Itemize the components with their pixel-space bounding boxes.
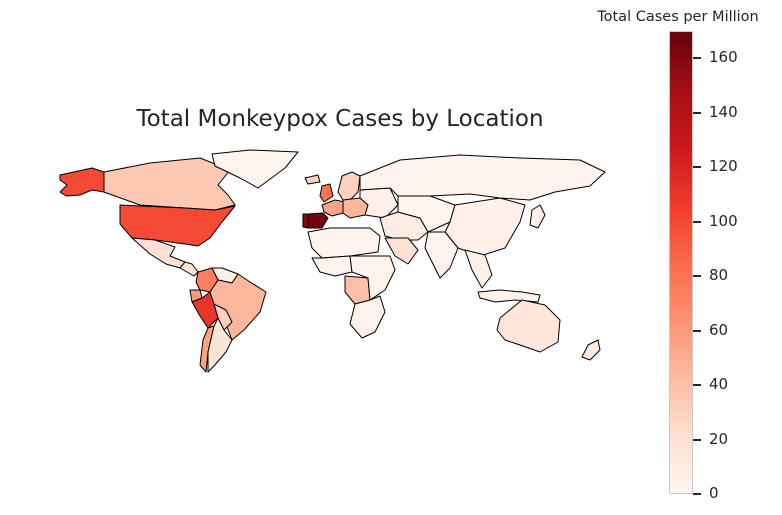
region-bolivia[interactable] (213, 303, 233, 331)
region-iceland[interactable] (304, 174, 321, 185)
colorbar-tick (693, 220, 701, 223)
region-north-africa[interactable] (307, 227, 381, 259)
region-canada[interactable] (103, 157, 236, 211)
colorbar-tick-label: 80 (709, 266, 729, 285)
region-west-africa[interactable] (311, 255, 353, 277)
region-india[interactable] (424, 231, 459, 279)
colorbar-tick-label: 140 (709, 102, 738, 121)
region-spain[interactable] (307, 212, 329, 229)
region-southern-africa[interactable] (349, 295, 386, 339)
map-title: Total Monkeypox Cases by Location (136, 106, 544, 132)
region-portugal[interactable] (302, 213, 309, 229)
region-france-benelux[interactable] (321, 199, 346, 217)
colorbar (669, 31, 693, 494)
region-alaska[interactable] (59, 167, 105, 197)
colorbar-tick-label: 40 (709, 375, 729, 394)
colorbar-tick-label: 60 (709, 320, 729, 339)
colorbar-tick-label: 120 (709, 157, 738, 176)
colorbar-tick (693, 275, 701, 278)
colorbar-tick (693, 111, 701, 114)
colorbar-tick (693, 438, 701, 441)
colorbar-tick (693, 166, 701, 169)
region-argentina[interactable] (207, 317, 233, 373)
region-usa[interactable] (119, 204, 236, 247)
region-australia[interactable] (496, 299, 561, 353)
region-uk[interactable] (319, 183, 334, 203)
colorbar-tick (693, 57, 701, 60)
region-indonesia[interactable] (477, 289, 541, 303)
colorbar-tick-label: 100 (709, 211, 738, 230)
region-china[interactable] (444, 197, 526, 257)
colorbar-title: Total Cases per Million (597, 9, 759, 25)
region-eastern-europe[interactable] (359, 187, 399, 219)
region-saudi-arabia[interactable] (384, 237, 419, 265)
region-southeast-asia[interactable] (464, 249, 493, 289)
region-greenland[interactable] (211, 149, 299, 189)
colorbar-tick (693, 493, 701, 495)
region-new-zealand[interactable] (581, 339, 601, 361)
colorbar-tick-label: 0 (709, 484, 719, 502)
colorbar-tick-label: 20 (709, 429, 729, 448)
world-map (59, 149, 606, 373)
region-central-africa[interactable] (344, 275, 371, 305)
region-scandinavia[interactable] (337, 171, 361, 201)
region-russia[interactable] (359, 154, 606, 201)
region-central-america[interactable] (179, 261, 199, 277)
colorbar-tick (693, 329, 701, 332)
region-japan[interactable] (529, 204, 546, 229)
region-central-asia[interactable] (397, 195, 456, 233)
colorbar-tick (693, 384, 701, 387)
colorbar-tick-label: 160 (709, 48, 738, 67)
